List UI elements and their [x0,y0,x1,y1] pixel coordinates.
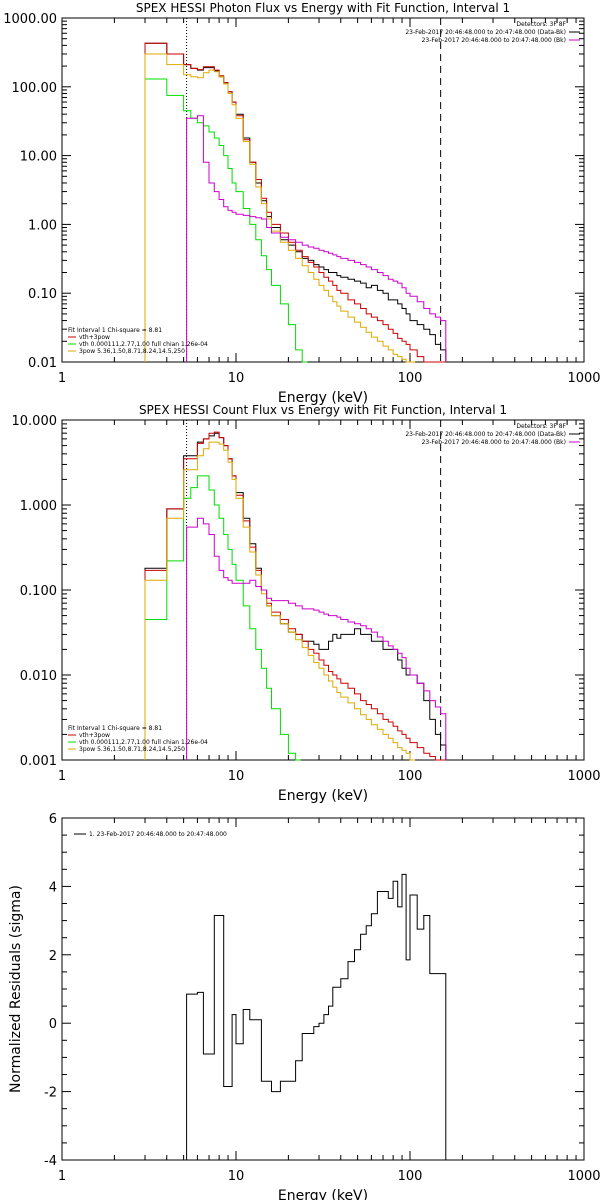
x-tick-label: 100 [398,371,423,386]
series-2-line [144,78,308,363]
legend-fit-text: 3pow 5.36,1.50,8.71,8.24,14.5,250 [79,746,185,753]
legend-fit-text: vth+3pow [79,732,110,739]
chart-title: SPEX HESSI Count Flux vs Energy with Fit… [139,403,507,417]
x-tick-label: 1 [58,371,66,386]
x-tick-label: 1 [58,769,66,784]
photon-flux-panel: SPEX HESSI Photon Flux vs Energy with Fi… [3,1,600,406]
legend-fit-text: vth 0.000111,2.77,1.00 full chian 1.26e-… [79,341,208,348]
plot-frame [61,419,585,761]
x-tick-label: 1 [58,1169,66,1184]
x-tick-label: 10 [228,769,245,784]
series-1-line [144,431,446,761]
legend-fit-text: Fit Interval 1 Chi-square = 8.81 [68,327,162,334]
series-3-line [144,53,416,363]
y-tick-label: 10.000 [12,414,58,429]
chart-title: SPEX HESSI Photon Flux vs Energy with Fi… [136,1,510,15]
y-tick-label: -4 [44,1154,57,1169]
y-tick-label: 0.010 [20,669,57,684]
series-0-line [144,42,447,362]
count-flux-panel: SPEX HESSI Count Flux vs Energy with Fit… [12,403,600,804]
x-tick-label: 1000 [567,769,600,784]
y-tick-label: 6 [49,812,57,827]
legend-top-text: 23-Feb-2017 20:46:48.000 to 20:47:48.000… [405,431,566,438]
y-tick-label: 1000.00 [3,12,57,27]
y-tick-label: 2 [49,949,57,964]
y-tick-label: 0.10 [28,287,57,302]
y-tick-label: 1.000 [20,499,57,514]
y-tick-label: -2 [44,1086,57,1101]
series-0-line [186,873,447,1160]
y-tick-label: 0.01 [28,356,57,371]
legend-top-left-text: 1. 23-Feb-2017 20:46:48.000 to 20:47:48.… [89,831,227,838]
series-2-line [144,475,301,761]
legend-top-text: Detectors: 3F 8F [516,21,566,28]
series-3-line [144,441,416,761]
y-tick-label: 0 [49,1017,57,1032]
legend-fit-text: 3pow 5.36,1.50,8.71,8.24,14.5,250 [79,348,185,355]
x-axis-label: Energy (keV) [278,1188,368,1200]
legend-fit-text: Fit Interval 1 Chi-square = 8.81 [68,725,162,732]
plot-frame [61,817,585,1161]
y-tick-label: 10.00 [20,150,57,165]
legend-fit-text: vth 0.000111,2.77,1.00 full chian 1.26e-… [79,739,208,746]
y-tick-label: 100.00 [12,81,58,96]
legend-top-text: 23-Feb-2017 20:46:48.000 to 20:47:48.000… [422,37,566,44]
x-tick-label: 100 [398,769,423,784]
y-tick-label: 0.001 [20,754,57,769]
legend-fit-text: vth+3pow [79,334,110,341]
series-0-line [144,432,447,760]
legend-top-text: 23-Feb-2017 20:46:48.000 to 20:47:48.000… [422,439,566,446]
x-axis-label: Energy (keV) [278,390,368,406]
series-1-line [144,42,446,363]
series-4-line [186,517,447,760]
x-axis-label: Energy (keV) [278,788,368,804]
x-tick-label: 10 [228,371,245,386]
x-tick-label: 1000 [567,371,600,386]
legend-top-text: 23-Feb-2017 20:46:48.000 to 20:47:48.000… [405,29,566,36]
y-tick-label: 4 [49,880,57,895]
legend-top-text: Detectors: 3F 8F [516,423,566,430]
y-tick-label: 0.100 [20,584,57,599]
x-tick-label: 1000 [567,1169,600,1184]
y-tick-label: 1.00 [28,218,57,233]
x-tick-label: 100 [398,1169,423,1184]
plot-frame [61,17,585,363]
residuals-panel: 1 10 100 1000 Energy (keV) -4 -2 0 2 4 6 Normalized… [8,812,600,1200]
series-4-line [186,115,447,362]
x-tick-label: 10 [228,1169,245,1184]
y-axis-label: Normalized Residuals (sigma) [8,885,24,1093]
